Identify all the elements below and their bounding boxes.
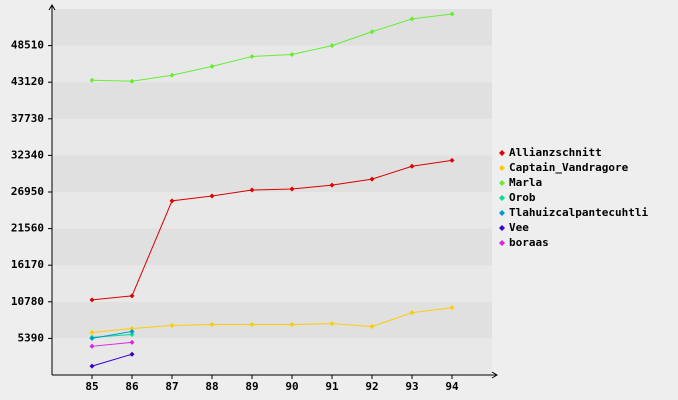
grid-band	[52, 45, 492, 83]
data-point	[449, 305, 455, 311]
data-point	[89, 363, 95, 369]
data-point	[209, 193, 215, 199]
series-line	[91, 159, 453, 301]
data-point	[329, 182, 335, 188]
data-point	[289, 186, 295, 192]
data-point	[89, 335, 95, 341]
data-point	[89, 343, 95, 349]
legend-label: Orob	[509, 191, 536, 204]
series-line	[91, 341, 133, 347]
x-tick-label: 87	[165, 380, 178, 393]
legend-label: boraas	[509, 236, 549, 249]
series-line	[91, 307, 453, 333]
data-point	[329, 43, 335, 49]
legend-marker	[499, 240, 505, 246]
x-tick-label: 91	[325, 380, 339, 393]
data-point	[249, 187, 255, 193]
data-point	[209, 63, 215, 69]
data-point	[289, 51, 295, 57]
data-point	[89, 297, 95, 303]
x-tick-label: 88	[205, 380, 218, 393]
data-point	[409, 163, 415, 169]
data-point	[409, 310, 415, 316]
y-tick-label: 10780	[11, 295, 44, 308]
data-point	[169, 198, 175, 204]
data-point	[249, 53, 255, 59]
legend-label: Tlahuizcalpantecuhtli	[509, 206, 648, 219]
x-axis-arrow	[491, 371, 498, 379]
legend-marker	[499, 180, 505, 186]
y-tick-label: 21560	[11, 222, 44, 235]
x-tick-label: 86	[125, 380, 139, 393]
grid-band	[52, 155, 492, 192]
x-tick-label: 94	[445, 380, 459, 393]
legend-marker	[499, 150, 505, 156]
data-point	[449, 157, 455, 163]
series-line	[91, 330, 133, 339]
legend-label: Vee	[509, 221, 529, 234]
data-point	[129, 328, 135, 334]
data-point	[289, 322, 295, 328]
grid-band	[52, 9, 492, 46]
data-point	[89, 329, 95, 335]
data-point	[329, 321, 335, 327]
x-tick-label: 85	[85, 380, 98, 393]
data-point	[129, 326, 135, 332]
data-point	[129, 78, 135, 84]
data-point	[369, 176, 375, 182]
y-tick-label: 32340	[11, 148, 44, 161]
legend-label: Marla	[509, 176, 542, 189]
data-point	[409, 16, 415, 22]
y-tick-label: 16170	[11, 258, 44, 271]
grid-band	[52, 228, 492, 266]
y-axis-arrow	[48, 4, 56, 11]
plot-area	[52, 9, 492, 375]
x-tick-label: 92	[365, 380, 378, 393]
data-point	[369, 324, 375, 330]
data-point	[89, 77, 95, 83]
grid-band	[52, 192, 492, 229]
grid-band	[52, 265, 492, 302]
data-point	[209, 322, 215, 328]
legend-marker	[499, 165, 505, 171]
x-tick-label: 90	[285, 380, 298, 393]
y-tick-label: 37730	[11, 112, 44, 125]
data-point	[129, 331, 135, 337]
data-point	[129, 293, 135, 299]
series-line	[91, 13, 453, 82]
x-tick-label: 93	[405, 380, 418, 393]
legend-marker	[499, 210, 505, 216]
legend-marker	[499, 225, 505, 231]
y-tick-label: 43120	[11, 75, 44, 88]
series-line	[91, 353, 133, 367]
data-point	[169, 323, 175, 329]
grid-band	[52, 118, 492, 156]
data-point	[129, 351, 135, 357]
y-tick-label: 26950	[11, 185, 44, 198]
legend-marker	[499, 195, 505, 201]
data-point	[249, 322, 255, 328]
data-point	[449, 11, 455, 17]
data-point	[129, 339, 135, 345]
y-tick-label: 5390	[18, 331, 45, 344]
grid-band	[52, 82, 492, 119]
data-point	[169, 72, 175, 78]
legend-label: Allianzschnitt	[509, 146, 602, 159]
y-tick-label: 48510	[11, 39, 44, 52]
grid-band	[52, 301, 492, 339]
data-point	[369, 29, 375, 35]
legend-label: Captain_Vandragore	[509, 161, 629, 174]
x-tick-label: 89	[245, 380, 258, 393]
